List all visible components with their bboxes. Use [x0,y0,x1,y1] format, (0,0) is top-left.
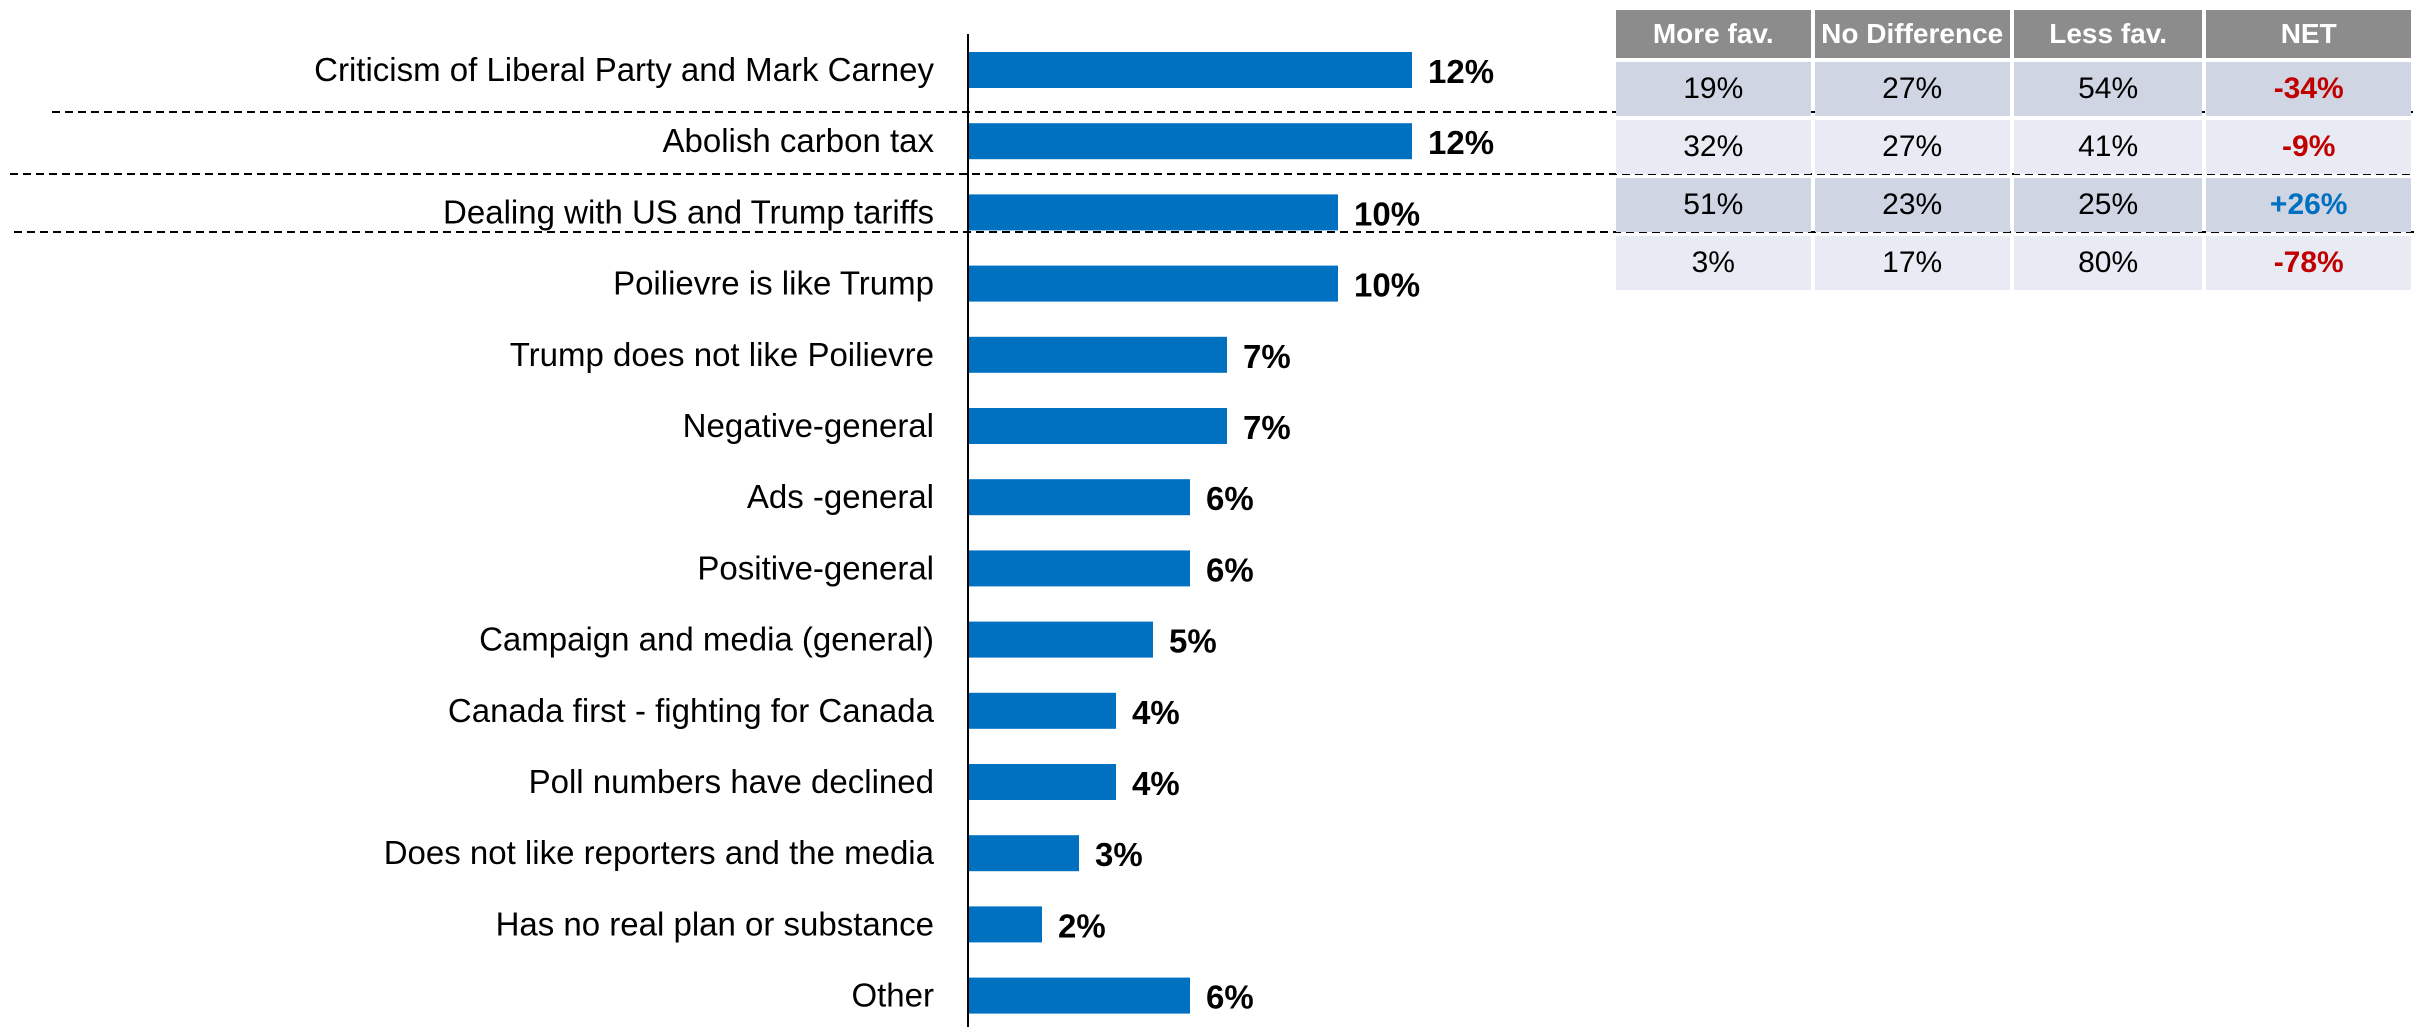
data-label: 6% [1206,480,1254,517]
category-label: Other [851,977,934,1014]
bar [968,764,1116,800]
data-label: 6% [1206,551,1254,588]
data-label: 4% [1132,765,1180,802]
cell-net: -9% [2206,120,2411,174]
category-labels: Criticism of Liberal Party and Mark Carn… [314,51,935,1014]
data-label: 3% [1095,836,1143,873]
header-net: NET [2206,10,2411,58]
cell-more-fav: 32% [1616,120,1811,174]
category-label: Abolish carbon tax [663,122,935,159]
data-labels: 12%12%10%10%7%7%6%6%5%4%4%3%2%6% [1058,53,1494,1016]
bar [968,194,1338,231]
cell-no-difference: 27% [1814,120,2010,174]
net-table-header-row: More fav. No Difference Less fav. NET [1616,10,2411,58]
category-label: Has no real plan or substance [496,905,934,942]
data-label: 7% [1243,409,1291,446]
cell-less-fav: 80% [2013,236,2203,290]
data-label: 2% [1058,907,1106,944]
header-no-difference: No Difference [1814,10,2010,58]
cell-less-fav: 41% [2013,120,2203,174]
category-label: Poilievre is like Trump [613,265,934,302]
category-label: Criticism of Liberal Party and Mark Carn… [314,51,934,88]
bar [968,906,1042,943]
category-label: Positive-general [697,549,934,586]
category-label: Does not like reporters and the media [384,834,935,871]
category-label: Campaign and media (general) [479,621,934,658]
bar [968,692,1116,729]
category-label: Poll numbers have declined [529,763,934,800]
data-label: 4% [1132,694,1180,731]
bar [968,550,1190,587]
header-less-fav: Less fav. [2013,10,2203,58]
net-table: More fav. No Difference Less fav. NET 19… [1612,6,2415,294]
data-label: 7% [1243,338,1291,375]
bar [968,977,1190,1014]
data-label: 6% [1206,979,1254,1016]
cell-less-fav: 54% [2013,62,2203,116]
cell-more-fav: 51% [1616,178,1811,232]
table-row: 32% 27% 41% -9% [1616,120,2411,174]
cell-net: +26% [2206,178,2411,232]
cell-no-difference: 17% [1814,236,2010,290]
data-label: 12% [1428,53,1494,90]
cell-no-difference: 23% [1814,178,2010,232]
category-label: Dealing with US and Trump tariffs [443,193,934,230]
bar [968,621,1153,658]
cell-less-fav: 25% [2013,178,2203,232]
bar [968,123,1412,160]
cell-more-fav: 3% [1616,236,1811,290]
data-label: 12% [1428,124,1494,161]
data-label: 10% [1354,267,1420,304]
category-label: Canada first - fighting for Canada [448,692,935,729]
category-label: Negative-general [683,407,934,444]
category-label: Ads -general [747,478,934,515]
table-row: 3% 17% 80% -78% [1616,236,2411,290]
bar [968,52,1412,88]
data-label: 5% [1169,623,1217,660]
header-more-fav: More fav. [1616,10,1811,58]
bar [968,835,1079,872]
cell-net: -78% [2206,236,2411,290]
bar [968,336,1227,373]
bar [968,265,1338,302]
bar [968,408,1227,444]
cell-net: -34% [2206,62,2411,116]
bars [968,52,1412,1014]
table-row: 19% 27% 54% -34% [1616,62,2411,116]
data-label: 10% [1354,195,1420,232]
cell-no-difference: 27% [1814,62,2010,116]
category-label: Trump does not like Poilievre [510,336,934,373]
bar [968,479,1190,516]
cell-more-fav: 19% [1616,62,1811,116]
table-row: 51% 23% 25% +26% [1616,178,2411,232]
